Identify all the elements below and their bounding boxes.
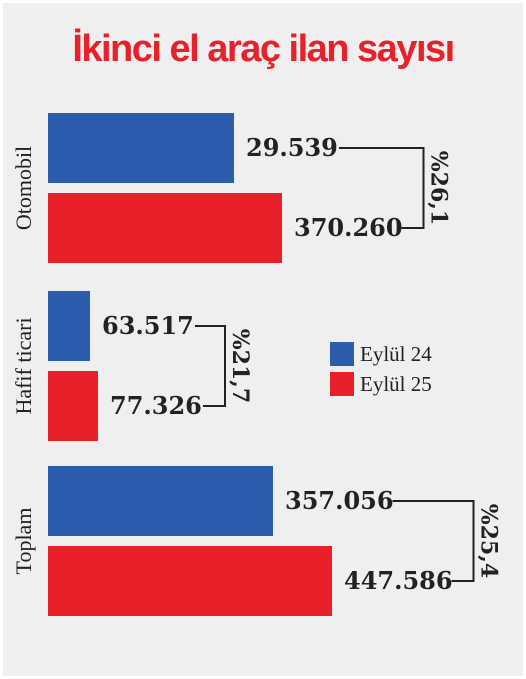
chart-title: İkinci el araç ilan sayısı [72, 28, 455, 70]
bar-hafif-ticari-eylul-24 [48, 291, 90, 361]
value-label-otomobil-eylul-25: 370.260 [294, 213, 403, 242]
value-label-hafif-ticari-eylul-25: 77.326 [110, 391, 202, 420]
value-label-hafif-ticari-eylul-24: 63.517 [102, 311, 194, 340]
category-label-otomobil: Otomobil [11, 146, 36, 230]
change-bracket-otomobil [339, 147, 425, 229]
change-label-hafif-ticari: %21,7 [227, 329, 253, 404]
category-label-toplam: Toplam [11, 508, 36, 575]
bar-toplam-eylul-24 [48, 466, 273, 536]
bar-hafif-ticari-eylul-25 [48, 371, 98, 441]
change-bracket-hafif-ticari [195, 325, 226, 407]
bar-toplam-eylul-25 [48, 546, 332, 616]
change-label-toplam: %25,4 [476, 504, 502, 579]
legend-label-eylul-24: Eylül 24 [360, 342, 432, 366]
legend-swatch-eylul-25 [330, 372, 354, 396]
legend-swatch-eylul-24 [330, 342, 354, 366]
legend-label-eylul-25: Eylül 25 [360, 372, 432, 396]
category-label-hafif-ticari: Hafif ticari [11, 317, 36, 414]
change-bracket-toplam [392, 500, 475, 582]
bar-otomobil-eylul-24 [48, 113, 234, 183]
value-label-toplam-eylul-24: 357.056 [285, 486, 394, 515]
bar-otomobil-eylul-25 [48, 193, 282, 263]
value-label-toplam-eylul-25: 447.586 [344, 566, 453, 595]
change-label-otomobil: %26,1 [426, 151, 452, 226]
value-label-otomobil-eylul-24: 29.539 [246, 133, 338, 162]
